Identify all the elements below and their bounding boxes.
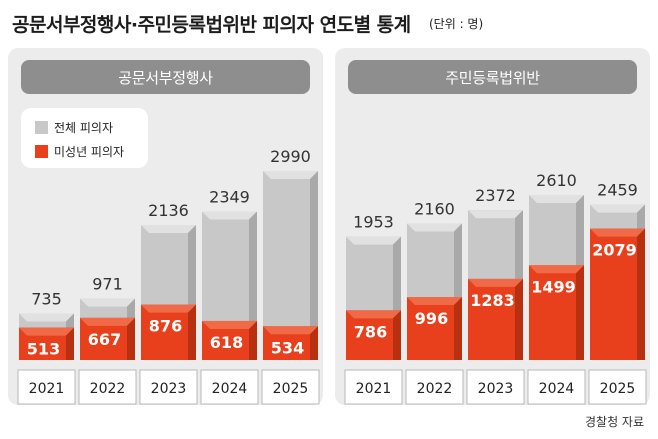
total-value-label: 1953 — [353, 213, 394, 232]
year-label: 2023 — [151, 381, 187, 397]
total-bar-top — [19, 313, 74, 322]
minor-bar-top — [19, 327, 74, 336]
year-label: 2024 — [539, 381, 575, 397]
legend: 전체 피의자 미성년 피의자 — [21, 108, 148, 168]
legend-swatch-minor — [35, 145, 48, 158]
total-value-label: 2349 — [209, 188, 250, 207]
unit-label: (단위 : 명) — [429, 17, 484, 31]
year-box — [588, 369, 647, 405]
minor-value-label: 534 — [271, 338, 304, 357]
minor-bar-top — [141, 304, 196, 313]
minor-value-label: 786 — [354, 322, 387, 341]
minor-bar-side — [576, 265, 584, 360]
total-value-label: 2136 — [148, 201, 189, 220]
panel-document-fraud: 공문서부정행사 2021 735 513 2022 971 667 2023 2136 876 2… — [8, 48, 323, 405]
total-value-label: 2459 — [597, 181, 638, 200]
minor-bar-top — [346, 310, 401, 319]
minor-bar-side — [454, 297, 462, 360]
total-value-label: 735 — [31, 290, 62, 309]
minor-bar — [590, 228, 645, 360]
minor-bar-side — [637, 228, 645, 360]
year-label: 2023 — [478, 381, 514, 397]
minor-bar-side — [249, 320, 257, 360]
total-bar-top — [80, 298, 135, 307]
year-box — [466, 369, 525, 405]
minor-value-label: 1499 — [531, 277, 576, 296]
year-box — [200, 369, 259, 405]
year-label: 2021 — [29, 381, 65, 397]
legend-item-total: 전체 피의자 — [35, 119, 113, 136]
minor-bar-top — [407, 297, 462, 306]
year-label: 2024 — [212, 381, 248, 397]
total-value-label: 2610 — [536, 171, 577, 190]
minor-bar-top — [529, 265, 584, 274]
minor-bar-side — [393, 310, 401, 360]
year-box — [78, 369, 137, 405]
year-box — [17, 369, 76, 405]
minor-bar-top — [202, 320, 257, 329]
year-label: 2022 — [417, 381, 453, 397]
minor-bar-side — [127, 317, 135, 360]
minor-bar-top — [80, 317, 135, 326]
year-label: 2025 — [273, 381, 309, 397]
year-label: 2025 — [600, 381, 636, 397]
minor-bar — [346, 310, 401, 360]
total-value-label: 2372 — [475, 186, 516, 205]
minor-value-label: 876 — [149, 317, 182, 336]
year-label: 2021 — [356, 381, 392, 397]
minor-value-label: 2079 — [592, 241, 637, 260]
panel-header: 주민등록법위반 — [348, 60, 637, 94]
year-box — [344, 369, 403, 405]
chart-title: 공문서부정행사·주민등록법위반 피의자 연도별 통계 — [12, 14, 411, 36]
total-bar-top — [263, 171, 318, 180]
minor-value-label: 618 — [210, 333, 243, 352]
minor-value-label: 513 — [27, 340, 60, 359]
year-box — [261, 369, 320, 405]
total-value-label: 971 — [92, 275, 123, 294]
total-value-label: 2160 — [414, 199, 455, 218]
total-bar-top — [590, 204, 645, 213]
total-bar-side — [310, 171, 318, 360]
total-bar-top — [529, 195, 584, 204]
minor-bar — [468, 278, 523, 360]
year-box — [405, 369, 464, 405]
chart-resident-registration: 2021 1953 786 2022 2160 996 2023 2372 1283 2024 26… — [344, 171, 647, 405]
minor-bar — [529, 265, 584, 360]
total-bar-top — [141, 225, 196, 234]
total-bar-top — [407, 223, 462, 232]
legend-label-minor: 미성년 피의자 — [54, 145, 125, 159]
legend-label-total: 전체 피의자 — [54, 121, 114, 135]
panel-header: 공문서부정행사 — [21, 60, 310, 94]
minor-bar-top — [468, 278, 523, 287]
minor-bar-side — [66, 327, 74, 360]
minor-value-label: 667 — [88, 330, 121, 349]
minor-bar-side — [310, 326, 318, 360]
minor-bar-top — [590, 228, 645, 237]
source-label: 경찰청 자료 — [584, 415, 644, 429]
minor-bar-side — [515, 278, 523, 360]
minor-value-label: 1283 — [470, 291, 515, 310]
minor-bar-top — [263, 326, 318, 335]
minor-bar-side — [188, 304, 196, 360]
total-bar-top — [202, 211, 257, 220]
legend-item-minor: 미성년 피의자 — [35, 143, 124, 160]
minor-bar — [141, 304, 196, 360]
year-box — [527, 369, 586, 405]
year-box — [139, 369, 198, 405]
minor-value-label: 996 — [415, 309, 448, 328]
total-bar-top — [346, 236, 401, 245]
chart-document-fraud: 2021 735 513 2022 971 667 2023 2136 876 2024 2349 6… — [17, 147, 320, 405]
legend-swatch-total — [35, 121, 48, 134]
total-value-label: 2990 — [270, 147, 311, 166]
panel-resident-registration: 주민등록법위반 2021 1953 786 2022 2160 996 2023 2372 12… — [335, 48, 650, 405]
year-label: 2022 — [90, 381, 126, 397]
minor-bar — [407, 297, 462, 360]
total-bar-top — [468, 210, 523, 219]
